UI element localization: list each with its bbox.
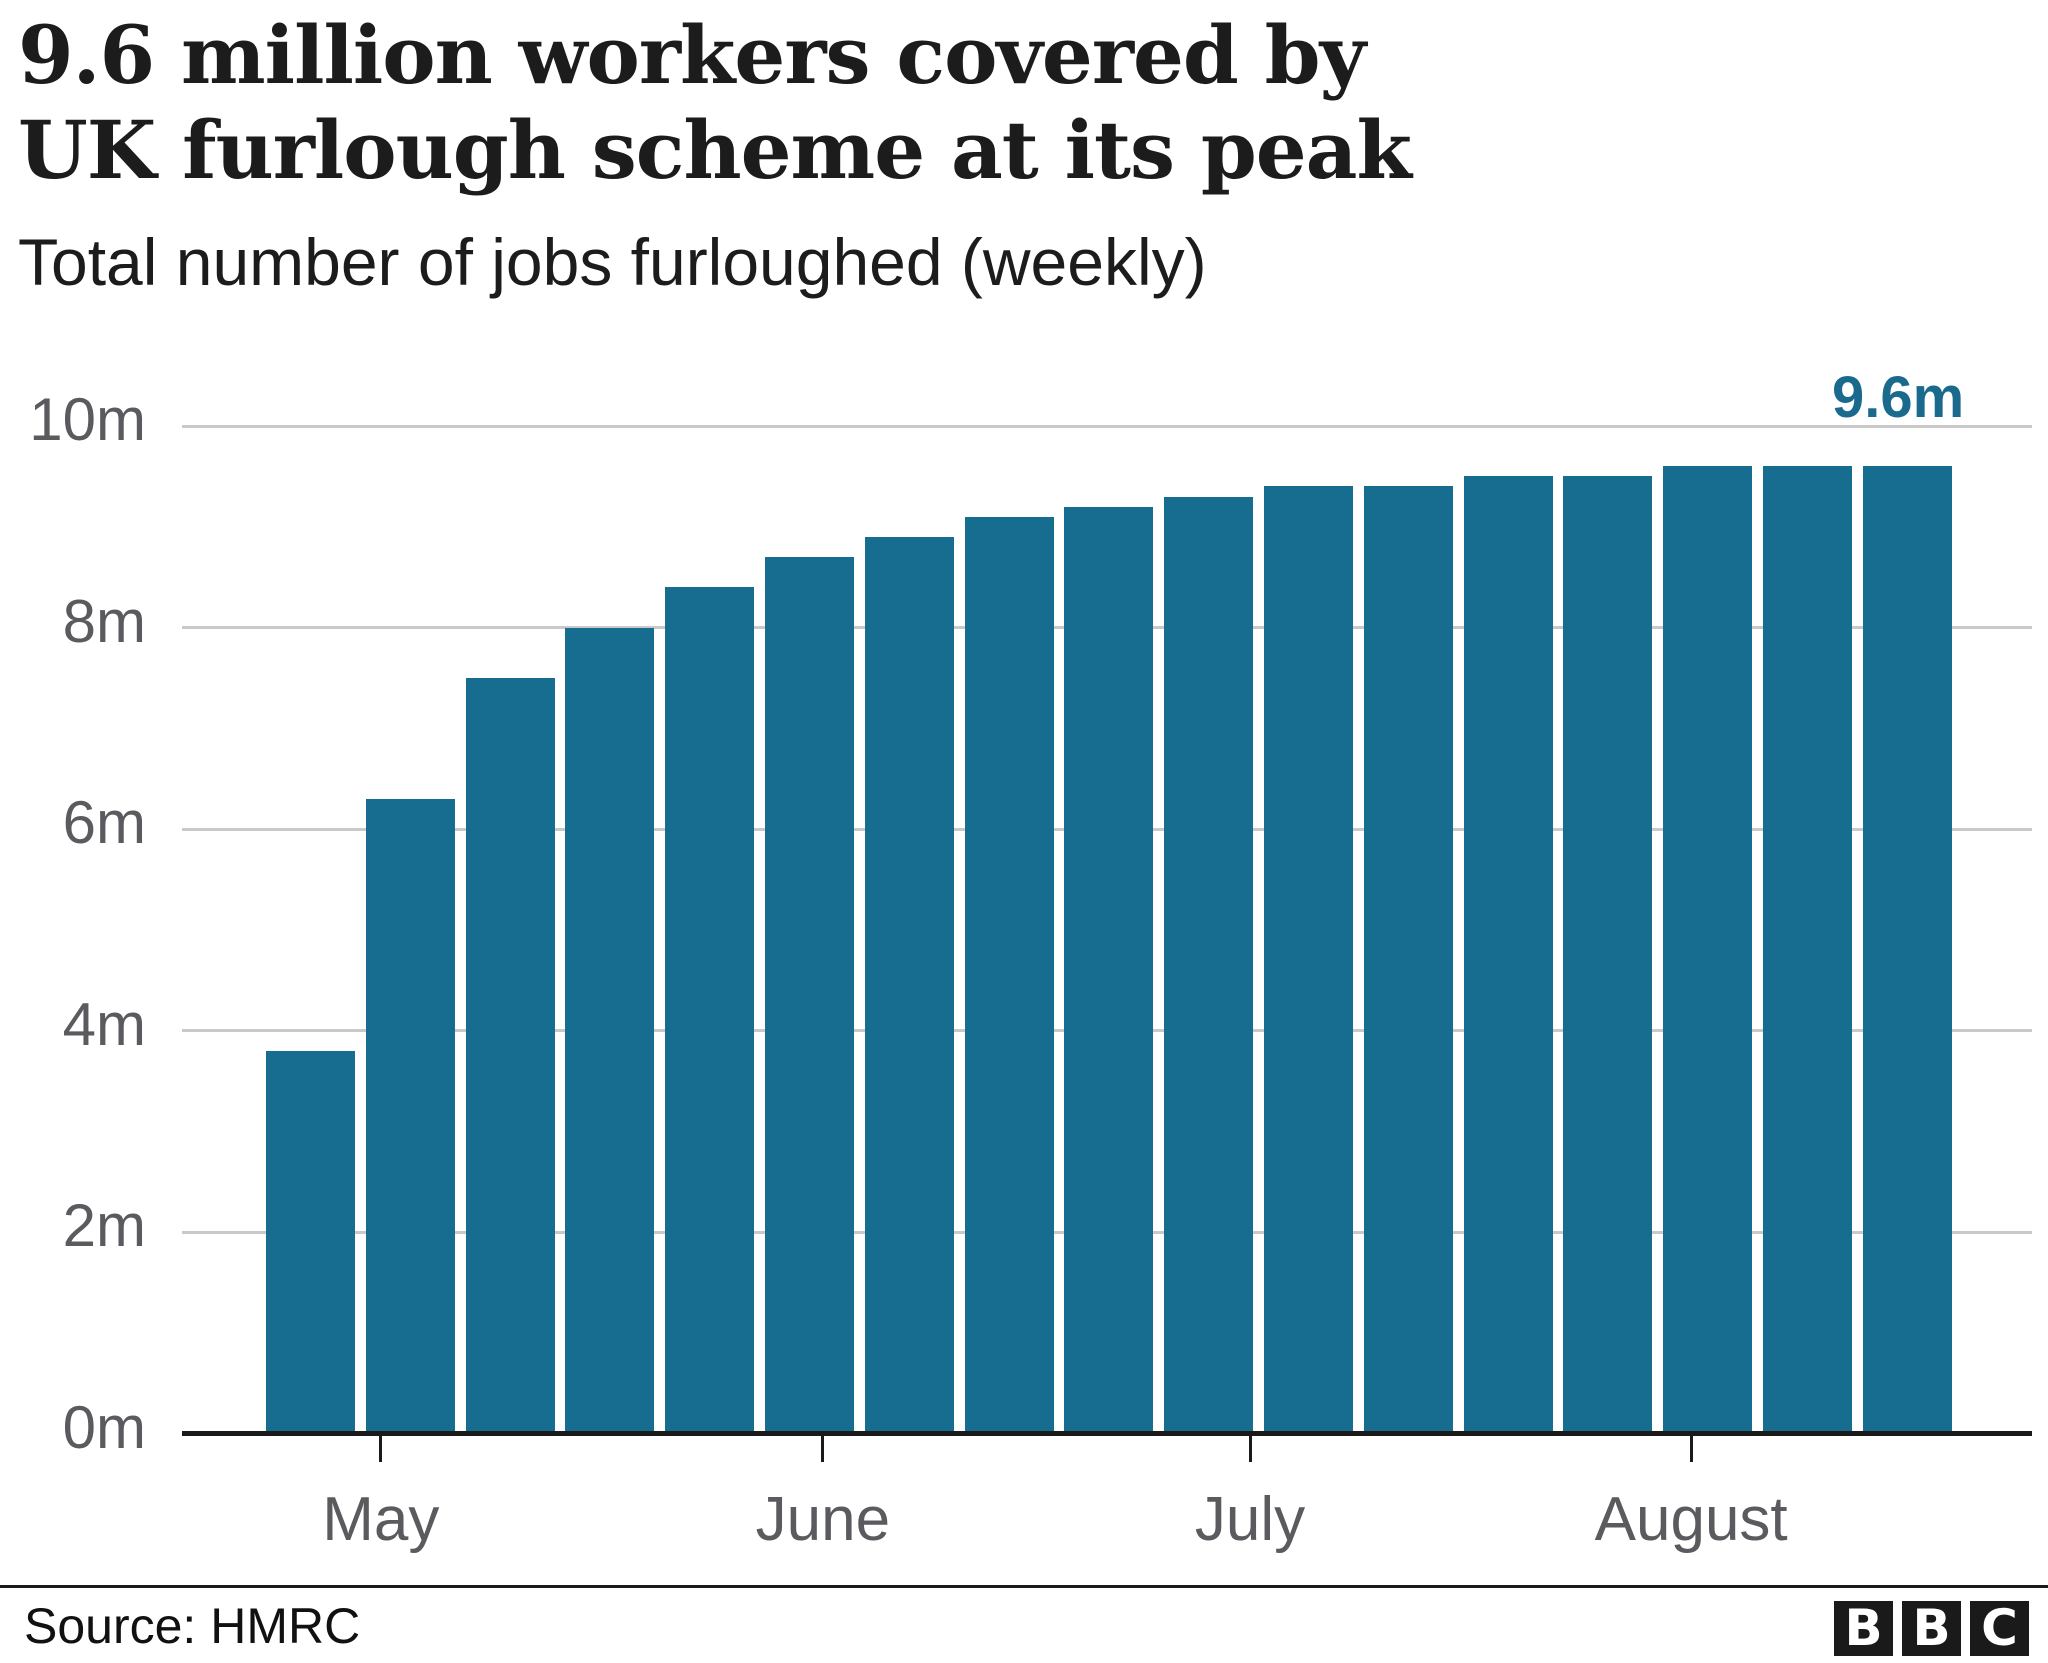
bar <box>1164 496 1254 1434</box>
bar <box>1763 466 1852 1434</box>
bar <box>1862 466 1952 1434</box>
x-tick-label-august: August <box>1594 1485 1788 1554</box>
bbc-logo-letter-b1: B <box>1834 1601 1893 1656</box>
bar <box>1563 476 1653 1434</box>
chart-subtitle: Total number of jobs furloughed (weekly) <box>18 225 1207 299</box>
bar <box>1463 476 1553 1434</box>
bar <box>1264 486 1353 1434</box>
x-tick-label-may: May <box>322 1485 440 1554</box>
x-tick-label-june: June <box>755 1485 891 1554</box>
bbc-logo-letter-b2: B <box>1902 1601 1961 1656</box>
x-tick-mark <box>379 1434 383 1462</box>
bar <box>1663 466 1753 1434</box>
y-tick-label: 4m <box>62 990 146 1058</box>
chart-title-line-1: 9.6 million workers covered by <box>18 8 1366 102</box>
y-tick-label: 0m <box>62 1394 146 1461</box>
chart-title-line-2: UK furlough scheme at its peak <box>18 103 1412 197</box>
bar <box>765 557 854 1434</box>
bbc-logo-letter-c: C <box>1970 1601 2029 1656</box>
x-tick-mark <box>1689 1434 1693 1462</box>
y-tick-label: 2m <box>62 1192 146 1260</box>
x-tick-mark <box>1248 1434 1252 1462</box>
x-tick-label-july: July <box>1194 1485 1306 1554</box>
bar <box>1064 506 1154 1434</box>
x-tick-mark <box>821 1434 825 1462</box>
y-tick-label: 6m <box>62 789 146 857</box>
x-axis-line <box>182 1431 2032 1436</box>
y-tick-label: 8m <box>62 587 146 655</box>
chart-title: 9.6 million workers covered by UK furlou… <box>18 8 1412 198</box>
bar <box>266 1050 355 1434</box>
bar <box>864 536 954 1434</box>
bar <box>365 798 455 1434</box>
peak-value-label: 9.6m <box>1832 365 1965 430</box>
bar <box>565 627 655 1434</box>
bar <box>665 587 755 1434</box>
gridline-10m <box>182 424 2032 428</box>
bar <box>964 516 1054 1434</box>
bar <box>1363 486 1453 1434</box>
bar <box>465 678 555 1434</box>
footer-divider <box>0 1585 2048 1588</box>
y-tick-label: 10m <box>29 386 146 453</box>
source-note: Source: HMRC <box>24 1598 361 1654</box>
